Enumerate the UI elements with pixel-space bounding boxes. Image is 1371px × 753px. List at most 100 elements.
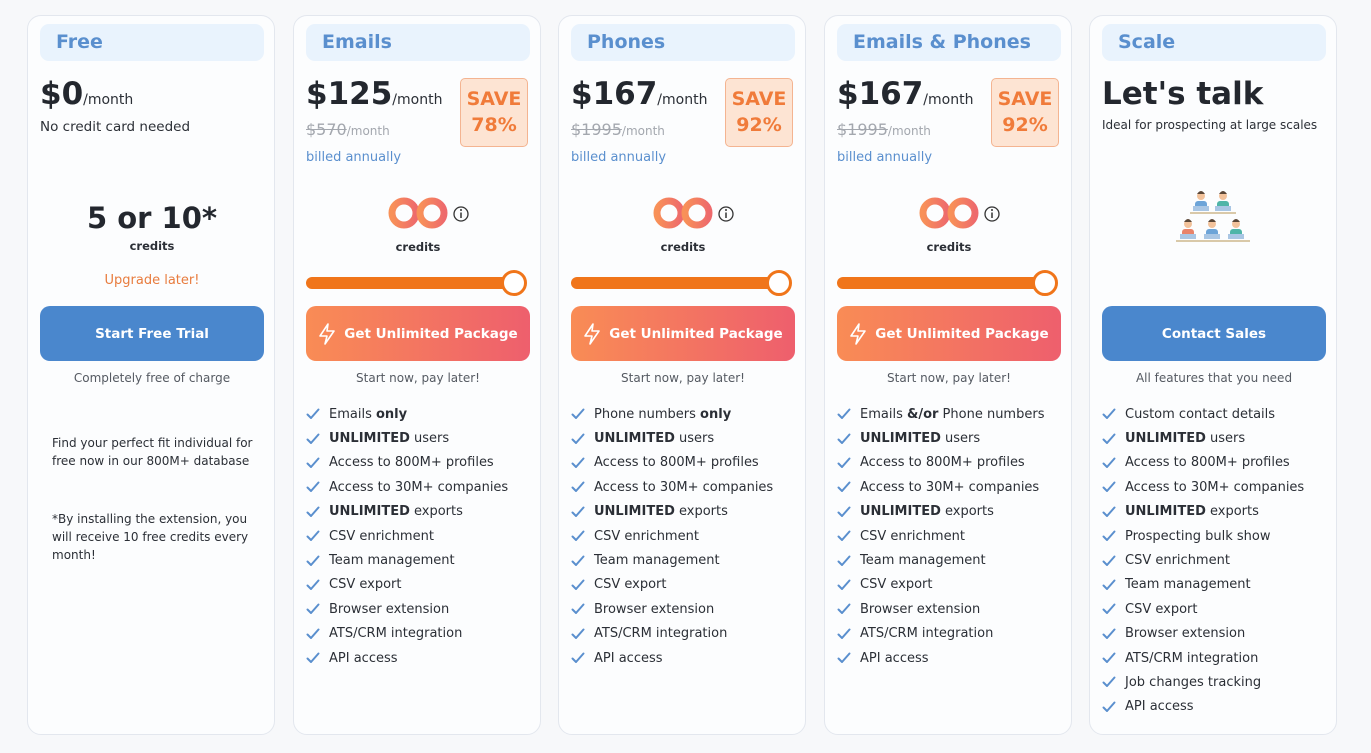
price-amount: $0	[40, 76, 84, 112]
price-period: /month	[83, 92, 134, 108]
cta-note: Start now, pay later!	[887, 371, 1011, 385]
slider-knob[interactable]	[766, 270, 792, 296]
feature-text: Browser extension	[329, 601, 450, 617]
check-icon	[1102, 408, 1116, 420]
feature-text: CSV export	[860, 577, 933, 593]
feature-text: API access	[860, 650, 929, 666]
feature: CSV export	[306, 573, 508, 597]
cta-button[interactable]: Get Unlimited Package	[306, 306, 530, 361]
check-icon	[571, 652, 585, 664]
feature: API access	[1102, 695, 1304, 719]
feature-text: API access	[329, 650, 398, 666]
check-icon	[837, 579, 851, 590]
feature-text: exports	[940, 504, 994, 520]
check-icon	[306, 652, 320, 664]
plan-card: Scale Let's talk Ideal for prospecting at …	[1089, 15, 1337, 735]
check-icon	[571, 555, 585, 566]
check-icon	[1102, 530, 1116, 542]
feature-text: Access to 800M+ profiles	[1125, 455, 1290, 471]
price-amount: $167	[837, 76, 924, 112]
save-text: SAVE	[997, 88, 1053, 110]
price-period: /month	[657, 92, 708, 108]
slider-track	[571, 277, 781, 289]
old-price: $1995/month	[571, 120, 665, 139]
cta-label[interactable]: Get Unlimited Package	[344, 325, 518, 342]
feature: Prospecting bulk show	[1102, 524, 1304, 548]
feature-text: CSV enrichment	[860, 528, 965, 544]
plan-name: Free	[40, 24, 264, 61]
feature-text: Team management	[860, 553, 986, 569]
plan-card: Emails $125/month $570/month billed annuall…	[293, 15, 541, 735]
old-amount: $570	[306, 120, 347, 139]
feature-text: CSV enrichment	[1125, 553, 1230, 569]
illustration	[1174, 188, 1254, 254]
check-icon	[1102, 481, 1116, 493]
old-period: /month	[346, 124, 390, 138]
feature-text: users	[674, 431, 715, 447]
feature-text: CSV enrichment	[594, 528, 699, 544]
check-icon	[571, 506, 585, 517]
old-price: $1995/month	[837, 120, 931, 139]
cta-button[interactable]: Get Unlimited Package	[571, 306, 795, 361]
check-icon	[306, 628, 320, 639]
save-text: SAVE	[466, 88, 522, 110]
cta-note: Completely free of charge	[73, 371, 231, 385]
feature-bold: UNLIMITED	[860, 431, 941, 447]
feature: ATS/CRM integration	[306, 622, 508, 646]
feature-text: users	[409, 431, 450, 447]
check-icon	[1102, 676, 1116, 688]
cta-note: All features that you need	[1135, 371, 1293, 385]
save-badge: SAVE 92%	[991, 78, 1059, 147]
feature: Access to 800M+ profiles	[1102, 451, 1304, 475]
cta-button[interactable]: Start Free Trial	[40, 306, 264, 361]
feature-text: API access	[1125, 699, 1194, 715]
cta-label[interactable]: Get Unlimited Package	[875, 325, 1049, 342]
team-illustration	[1176, 191, 1250, 242]
credit-slider[interactable]	[837, 270, 1061, 296]
feature-list: Custom contact details UNLIMITED users Acc…	[1102, 402, 1304, 719]
credits-amount: 5 or 10*	[86, 201, 218, 235]
check-icon	[1102, 433, 1116, 444]
infinity-icon	[919, 197, 1000, 229]
feature: API access	[837, 646, 1044, 670]
check-icon	[837, 457, 851, 468]
feature-text: Access to 800M+ profiles	[594, 455, 759, 471]
check-icon	[571, 433, 585, 444]
feature-bold: only	[375, 406, 408, 422]
feature: Team management	[1102, 573, 1304, 597]
credit-slider[interactable]	[306, 270, 530, 296]
infinity	[902, 194, 1012, 238]
feature-text: users	[1205, 431, 1246, 447]
cta-label[interactable]: Contact Sales	[1161, 325, 1267, 342]
price: $0/month	[40, 76, 133, 112]
check-icon	[1102, 628, 1116, 639]
feature: Phone numbers only	[571, 402, 773, 426]
feature-bold: UNLIMITED	[329, 431, 410, 447]
cta-label[interactable]: Start Free Trial	[95, 325, 209, 342]
credit-slider[interactable]	[571, 270, 795, 296]
feature-text: Access to 30M+ companies	[1125, 479, 1305, 495]
feature-text: users	[940, 431, 981, 447]
check-icon	[306, 481, 320, 493]
feature-text: Access to 30M+ companies	[329, 479, 509, 495]
billing: billed annually	[837, 150, 933, 165]
check-icon	[837, 408, 851, 420]
cta-note: Start now, pay later!	[621, 371, 745, 385]
feature-text: Custom contact details	[1125, 406, 1276, 422]
cta-label[interactable]: Get Unlimited Package	[609, 325, 783, 342]
cta-button[interactable]: Contact Sales	[1102, 306, 1326, 361]
feature-bold: &/or	[906, 406, 939, 422]
check-icon	[1102, 652, 1116, 664]
check-icon	[837, 481, 851, 493]
feature-text: ATS/CRM integration	[329, 626, 463, 642]
slider-knob[interactable]	[501, 270, 527, 296]
slider-track	[306, 277, 516, 289]
cta-button[interactable]: Get Unlimited Package	[837, 306, 1061, 361]
feature: Access to 800M+ profiles	[571, 451, 773, 475]
feature: Emails &/or Phone numbers	[837, 402, 1044, 426]
slider-knob[interactable]	[1032, 270, 1058, 296]
feature: UNLIMITED exports	[571, 500, 773, 524]
check-icon	[571, 481, 585, 493]
check-icon	[837, 530, 851, 542]
check-icon	[837, 506, 851, 517]
